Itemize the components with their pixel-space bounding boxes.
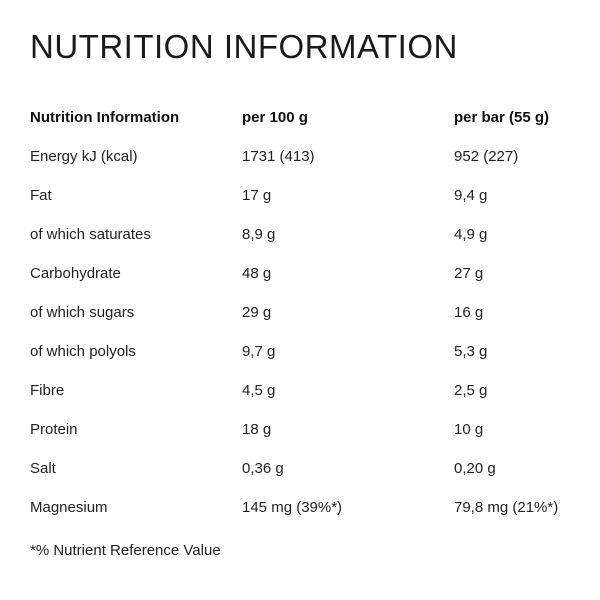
footnote: *% Nutrient Reference Value: [30, 542, 221, 559]
per-bar-value: 0,20 g: [454, 460, 496, 477]
table-row: Protein 18 g 10 g: [30, 410, 580, 449]
table-row: Energy kJ (kcal) 1731 (413) 952 (227): [30, 137, 580, 176]
per-100g-value: 145 mg (39%*): [242, 499, 343, 516]
nutrition-table: Nutrition Information per 100 g per bar …: [30, 98, 580, 527]
column-header-nutrient: Nutrition Information: [30, 109, 180, 126]
per-100g-value: 18 g: [242, 421, 272, 438]
per-bar-value: 4,9 g: [454, 226, 488, 243]
per-100g-value: 0,36 g: [242, 460, 284, 477]
column-header-per-100g: per 100 g: [242, 109, 308, 126]
nutrient-name: Carbohydrate: [30, 265, 121, 282]
nutrient-name: Fibre: [30, 382, 65, 399]
per-bar-value: 16 g: [454, 304, 484, 321]
nutrient-name: of which polyols: [30, 343, 136, 360]
nutrient-name: Salt: [30, 460, 56, 477]
table-row: of which sugars 29 g 16 g: [30, 293, 580, 332]
per-100g-value: 48 g: [242, 265, 272, 282]
per-100g-value: 1731 (413): [242, 148, 315, 165]
per-bar-value: 79,8 mg (21%*): [454, 499, 559, 516]
nutrient-name: Energy kJ (kcal): [30, 148, 138, 165]
table-row: Fat 17 g 9,4 g: [30, 176, 580, 215]
per-100g-value: 17 g: [242, 187, 272, 204]
nutrient-name: Protein: [30, 421, 78, 438]
nutrient-name: Fat: [30, 187, 52, 204]
table-row: Fibre 4,5 g 2,5 g: [30, 371, 580, 410]
per-bar-value: 952 (227): [454, 148, 519, 165]
table-row: of which saturates 8,9 g 4,9 g: [30, 215, 580, 254]
per-100g-value: 8,9 g: [242, 226, 276, 243]
table-row: Carbohydrate 48 g 27 g: [30, 254, 580, 293]
nutrient-name: of which sugars: [30, 304, 135, 321]
nutrient-name: of which saturates: [30, 226, 151, 243]
page-title: NUTRITION INFORMATION: [30, 28, 458, 65]
column-header-per-bar: per bar (55 g): [454, 109, 550, 126]
per-bar-value: 9,4 g: [454, 187, 488, 204]
per-100g-value: 4,5 g: [242, 382, 276, 399]
table-row: of which polyols 9,7 g 5,3 g: [30, 332, 580, 371]
nutrient-name: Magnesium: [30, 499, 108, 516]
per-bar-value: 5,3 g: [454, 343, 488, 360]
per-bar-value: 2,5 g: [454, 382, 488, 399]
table-header-row: Nutrition Information per 100 g per bar …: [30, 98, 580, 137]
per-100g-value: 9,7 g: [242, 343, 276, 360]
per-bar-value: 10 g: [454, 421, 484, 438]
per-bar-value: 27 g: [454, 265, 484, 282]
table-row: Salt 0,36 g 0,20 g: [30, 449, 580, 488]
per-100g-value: 29 g: [242, 304, 272, 321]
table-row: Magnesium 145 mg (39%*) 79,8 mg (21%*): [30, 488, 580, 527]
